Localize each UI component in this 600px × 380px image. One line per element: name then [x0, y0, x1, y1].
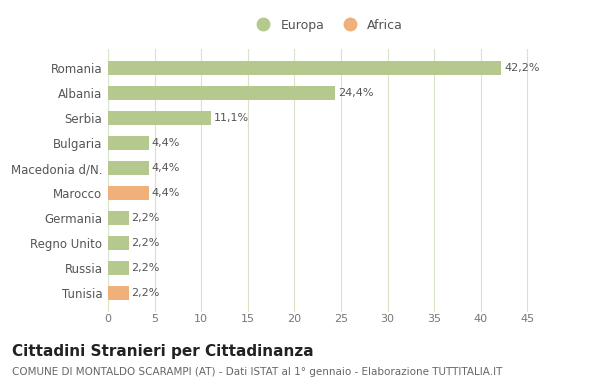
Bar — [108, 186, 149, 200]
Bar — [108, 161, 149, 175]
Text: 4,4%: 4,4% — [152, 138, 180, 148]
Text: 42,2%: 42,2% — [504, 63, 539, 73]
Legend: Europa, Africa: Europa, Africa — [246, 14, 408, 37]
Bar — [108, 136, 149, 150]
Bar — [108, 286, 128, 300]
Bar — [108, 261, 128, 275]
Bar — [108, 111, 211, 125]
Text: 2,2%: 2,2% — [131, 213, 160, 223]
Text: 24,4%: 24,4% — [338, 88, 374, 98]
Bar — [108, 236, 128, 250]
Text: 2,2%: 2,2% — [131, 263, 160, 273]
Text: Cittadini Stranieri per Cittadinanza: Cittadini Stranieri per Cittadinanza — [12, 344, 314, 359]
Text: 4,4%: 4,4% — [152, 163, 180, 173]
Text: 2,2%: 2,2% — [131, 238, 160, 248]
Text: 11,1%: 11,1% — [214, 113, 250, 123]
Text: COMUNE DI MONTALDO SCARAMPI (AT) - Dati ISTAT al 1° gennaio - Elaborazione TUTTI: COMUNE DI MONTALDO SCARAMPI (AT) - Dati … — [12, 367, 502, 377]
Bar — [108, 61, 501, 75]
Bar — [108, 86, 335, 100]
Bar — [108, 211, 128, 225]
Text: 2,2%: 2,2% — [131, 288, 160, 298]
Text: 4,4%: 4,4% — [152, 188, 180, 198]
